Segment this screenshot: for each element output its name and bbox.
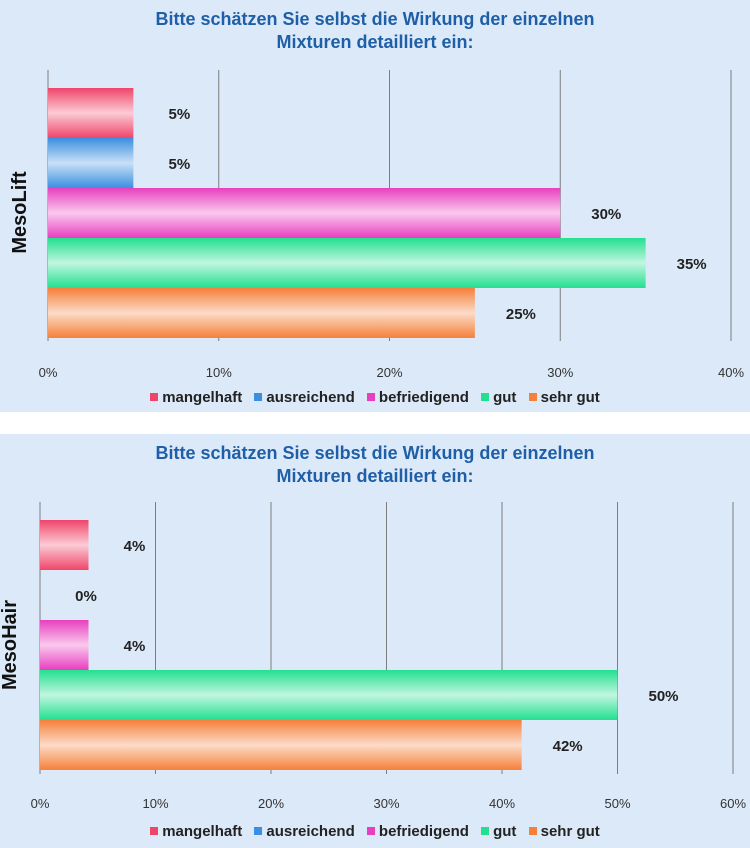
- x-tick-label: 30%: [547, 365, 573, 380]
- bar-befriedigend: [40, 620, 89, 670]
- x-tick-label: 60%: [720, 796, 746, 811]
- data-label: 5%: [169, 106, 191, 123]
- x-tick-label: 10%: [206, 365, 232, 380]
- x-tick-label: 20%: [258, 796, 284, 811]
- data-label: 4%: [124, 638, 146, 655]
- data-label: 35%: [677, 256, 707, 273]
- legend-swatch: [254, 827, 263, 835]
- category-label: MesoLift: [9, 171, 31, 254]
- data-label: 50%: [648, 688, 678, 705]
- legend-swatch: [528, 393, 537, 401]
- legend-swatch: [481, 393, 490, 401]
- bar-mangelhaft: [48, 88, 134, 138]
- bar-mangelhaft: [40, 520, 89, 570]
- legend-swatch: [366, 827, 375, 835]
- bar-ausreichend: [48, 138, 134, 188]
- x-tick-label: 20%: [376, 365, 402, 380]
- legend-item-ausreichend: ausreichend: [254, 823, 355, 840]
- chart-title: Bitte schätzen Sie selbst die Wirkung de…: [0, 8, 750, 54]
- data-label: 30%: [591, 206, 621, 223]
- category-label: MesoHair: [0, 600, 21, 690]
- x-tick-label: 40%: [718, 365, 744, 380]
- bar-sehr-gut: [40, 720, 522, 770]
- data-label: 0%: [75, 588, 97, 605]
- x-tick-label: 40%: [489, 796, 515, 811]
- x-tick-label: 0%: [39, 365, 58, 380]
- legend-swatch: [254, 393, 263, 401]
- bar-chart-mesolift: 5% 5% 30% 35% 25% 0% 10% 20% 30% 40% MesoLift: [9, 70, 744, 380]
- bar-sehr-gut: [48, 288, 475, 338]
- legend-item-mangelhaft: mangelhaft: [150, 389, 242, 406]
- legend-swatch: [150, 393, 159, 401]
- legend-swatch: [150, 827, 159, 835]
- bar-gut: [48, 238, 646, 288]
- bar-chart-mesohair: 4% 0% 4% 50% 42% 0% 10% 20% 30% 40% 50% 60% MesoHair: [0, 502, 746, 811]
- chart-panel-mesolift: Bitte schätzen Sie selbst die Wirkung de…: [0, 0, 750, 412]
- legend-item-befriedigend: befriedigend: [366, 823, 469, 840]
- legend-item-mangelhaft: mangelhaft: [150, 823, 242, 840]
- legend-item-gut: gut: [481, 389, 516, 406]
- x-tick-label: 50%: [604, 796, 630, 811]
- chart-title-line-1: Bitte schätzen Sie selbst die Wirkung de…: [155, 9, 595, 29]
- legend-item-sehr-gut: sehr gut: [528, 823, 600, 840]
- chart-title-line-2: Mixturen detailliert ein:: [276, 32, 474, 52]
- chart-title: Bitte schätzen Sie selbst die Wirkung de…: [0, 442, 750, 488]
- legend-swatch: [366, 393, 375, 401]
- chart-legend: mangelhaft ausreichend befriedigend gut …: [0, 389, 750, 406]
- legend-item-gut: gut: [481, 823, 516, 840]
- bar-gut: [40, 670, 618, 720]
- data-label: 42%: [553, 738, 583, 755]
- chart-title-line-2: Mixturen detailliert ein:: [276, 466, 474, 486]
- data-label: 25%: [506, 306, 536, 323]
- data-label: 5%: [169, 156, 191, 173]
- legend-item-befriedigend: befriedigend: [366, 389, 469, 406]
- x-tick-label: 0%: [31, 796, 50, 811]
- bar-befriedigend: [48, 188, 561, 238]
- data-label: 4%: [124, 538, 146, 555]
- legend-item-ausreichend: ausreichend: [254, 389, 355, 406]
- legend-swatch: [481, 827, 490, 835]
- x-tick-label: 10%: [142, 796, 168, 811]
- chart-panel-mesohair: Bitte schätzen Sie selbst die Wirkung de…: [0, 434, 750, 848]
- chart-title-line-1: Bitte schätzen Sie selbst die Wirkung de…: [155, 443, 595, 463]
- chart-legend: mangelhaft ausreichend befriedigend gut …: [0, 823, 750, 840]
- legend-swatch: [528, 827, 537, 835]
- x-tick-label: 30%: [373, 796, 399, 811]
- legend-item-sehr-gut: sehr gut: [528, 389, 600, 406]
